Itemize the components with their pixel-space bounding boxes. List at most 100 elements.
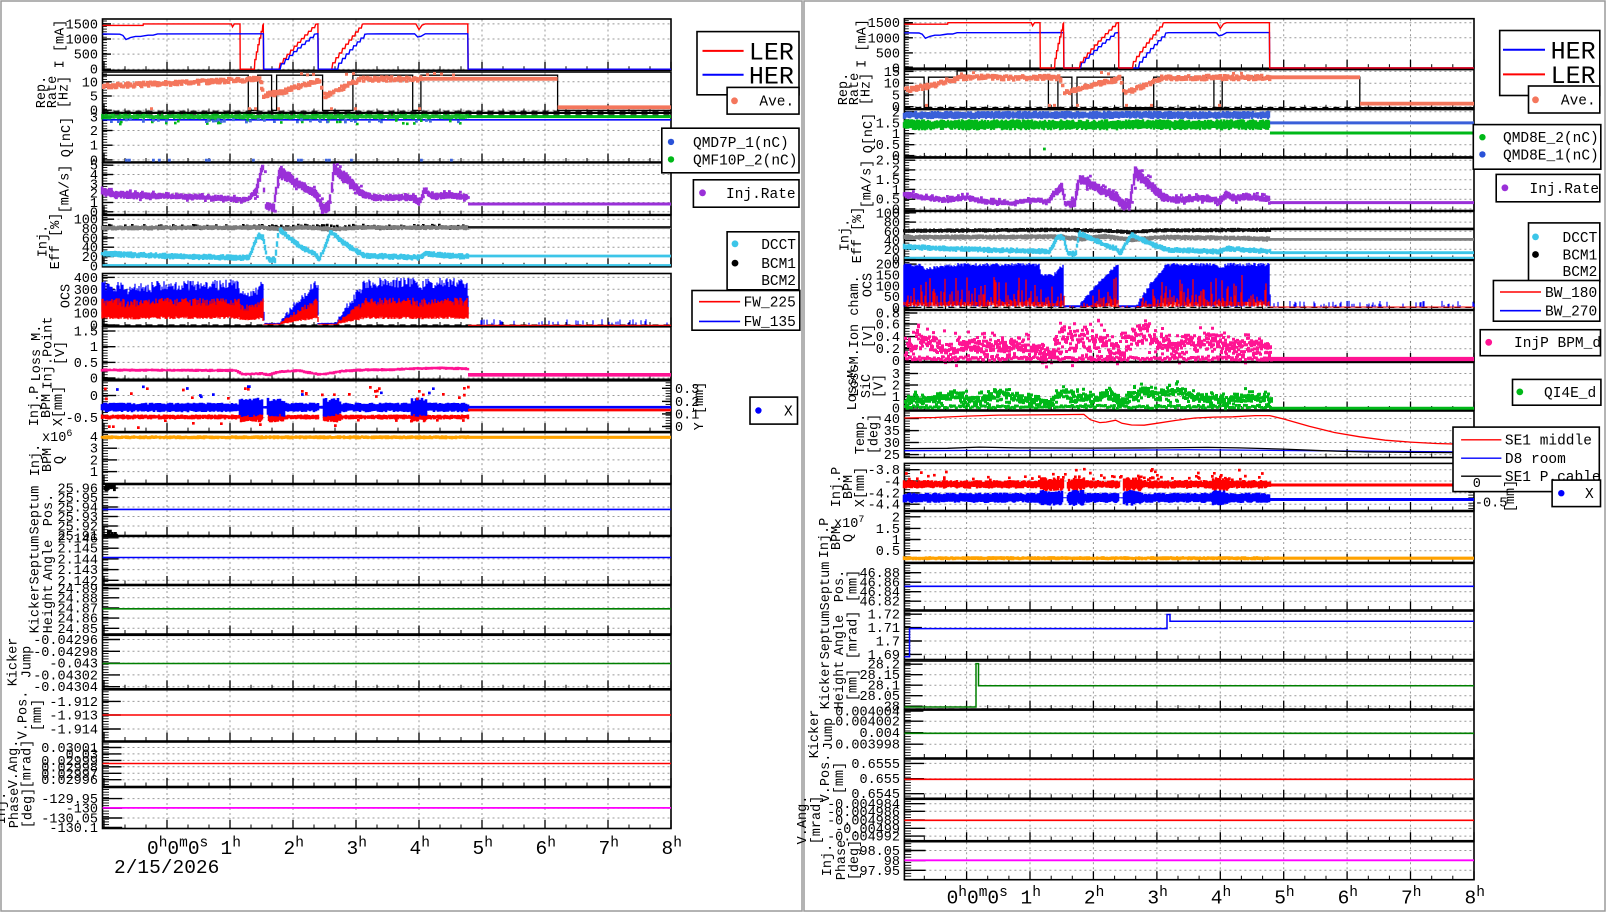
svg-text:30: 30 <box>884 437 900 452</box>
svg-text:98: 98 <box>884 855 900 870</box>
svg-text:35: 35 <box>884 425 900 440</box>
svg-text:1.5: 1.5 <box>74 326 98 341</box>
svg-text:-130: -130 <box>66 803 98 818</box>
svg-text:-0.04304: -0.04304 <box>33 681 98 696</box>
svg-text:Inj.P: Inj.P <box>830 467 845 508</box>
svg-text:-0.004984: -0.004984 <box>827 798 900 813</box>
svg-text:40: 40 <box>884 235 900 250</box>
svg-text:0: 0 <box>892 253 900 268</box>
svg-text:3: 3 <box>90 178 98 193</box>
svg-text:Pos.: Pos. <box>833 570 848 602</box>
svg-text:1.5: 1.5 <box>876 117 900 132</box>
svg-text:Inj.: Inj. <box>839 219 854 251</box>
svg-text:0: 0 <box>892 150 900 165</box>
svg-text:Rep.: Rep. <box>837 73 852 105</box>
svg-text:BPM: BPM <box>842 475 857 499</box>
svg-text:28.05: 28.05 <box>859 690 900 705</box>
svg-text:1: 1 <box>892 534 900 549</box>
svg-text:BCM2: BCM2 <box>1563 265 1598 281</box>
svg-text:OCS: OCS <box>60 284 75 308</box>
svg-text:0.004002: 0.004002 <box>835 716 900 731</box>
svg-text:2: 2 <box>892 106 900 121</box>
svg-text:3: 3 <box>90 443 98 458</box>
svg-text:0.004004: 0.004004 <box>835 706 900 721</box>
svg-text:0: 0 <box>90 206 98 221</box>
svg-text:2: 2 <box>90 125 98 140</box>
svg-text:D8 room: D8 room <box>1505 452 1566 468</box>
svg-text:V.Pos.: V.Pos. <box>819 754 834 803</box>
svg-text:QMD8E_1(nC): QMD8E_1(nC) <box>1503 148 1599 164</box>
svg-text:24.88: 24.88 <box>57 592 98 607</box>
svg-text:2.145: 2.145 <box>57 543 98 558</box>
svg-text:1: 1 <box>90 140 98 155</box>
svg-text:Phase: Phase <box>835 840 850 881</box>
svg-text:25: 25 <box>884 449 900 464</box>
svg-text:BPM: BPM <box>41 448 56 472</box>
svg-text:98.05: 98.05 <box>859 845 900 860</box>
svg-text:-0.04298: -0.04298 <box>33 646 98 661</box>
svg-text:Septum: Septum <box>29 486 44 535</box>
svg-text:60: 60 <box>884 226 900 241</box>
svg-text:1000: 1000 <box>66 34 98 49</box>
svg-text:[mm]: [mm] <box>1504 480 1519 512</box>
svg-text:0: 0 <box>90 105 98 120</box>
svg-text:2: 2 <box>90 188 98 203</box>
svg-text:0: 0 <box>90 390 98 405</box>
svg-text:2: 2 <box>90 454 98 469</box>
svg-text:80: 80 <box>884 217 900 232</box>
svg-text:2.5: 2.5 <box>876 155 900 170</box>
svg-text:0.2: 0.2 <box>675 396 699 411</box>
svg-text:Inj.Rate: Inj.Rate <box>726 187 796 203</box>
svg-text:Angle: Angle <box>833 615 848 656</box>
svg-text:Inj.P: Inj.P <box>818 518 833 559</box>
svg-text:Rate: Rate <box>848 73 863 105</box>
svg-text:Height: Height <box>833 661 848 710</box>
svg-text:Septum: Septum <box>819 611 834 660</box>
svg-text:0: 0 <box>90 64 98 79</box>
svg-text:80: 80 <box>82 223 98 238</box>
svg-text:Inj.: Inj. <box>29 444 44 476</box>
svg-text:Q: Q <box>53 456 68 464</box>
svg-text:[mrad]: [mrad] <box>810 796 825 845</box>
svg-text:[mm]: [mm] <box>833 762 848 794</box>
svg-text:V.Ang.: V.Ang. <box>7 740 22 789</box>
svg-text:46.86: 46.86 <box>859 577 900 592</box>
svg-text:0: 0 <box>892 101 900 116</box>
svg-text:1: 1 <box>90 466 98 481</box>
svg-text:[mrad]: [mrad] <box>21 740 36 789</box>
svg-text:25.91: 25.91 <box>57 530 98 545</box>
svg-text:1.5: 1.5 <box>876 523 900 538</box>
svg-text:Q[nC]: Q[nC] <box>862 113 877 154</box>
svg-text:Rep.: Rep. <box>35 76 50 108</box>
svg-text:25.95: 25.95 <box>57 492 98 507</box>
svg-text:X[mm]: X[mm] <box>854 467 869 508</box>
svg-text:BW_270: BW_270 <box>1545 305 1597 321</box>
svg-text:150: 150 <box>876 269 900 284</box>
svg-text:0.004: 0.004 <box>859 727 900 742</box>
svg-text:-0.5: -0.5 <box>1475 497 1507 512</box>
svg-text:Jump: Jump <box>21 646 36 678</box>
svg-text:Y [mm]: Y [mm] <box>693 382 708 431</box>
svg-text:200: 200 <box>74 296 98 311</box>
svg-text:Kicker: Kicker <box>819 661 834 710</box>
svg-text:-4.4: -4.4 <box>868 499 900 514</box>
svg-text:-0.04302: -0.04302 <box>33 669 98 684</box>
svg-text:BPM: BPM <box>40 394 55 418</box>
svg-text:100: 100 <box>876 280 900 295</box>
svg-text:100: 100 <box>74 308 98 323</box>
svg-text:0.6545: 0.6545 <box>851 788 900 803</box>
svg-text:[V]: [V] <box>862 324 877 348</box>
svg-text:2: 2 <box>892 380 900 395</box>
svg-text:Septum: Septum <box>819 562 834 611</box>
svg-text:-0.00499: -0.00499 <box>835 823 900 838</box>
svg-text:Angle: Angle <box>42 540 57 581</box>
svg-text:Inj.: Inj. <box>37 225 52 257</box>
svg-text:24.85: 24.85 <box>57 623 98 638</box>
svg-text:1.72: 1.72 <box>868 609 900 624</box>
svg-text:0.5: 0.5 <box>876 139 900 154</box>
svg-text:[Hz]: [Hz] <box>58 76 73 108</box>
svg-text:2: 2 <box>892 511 900 526</box>
svg-text:0.655: 0.655 <box>859 773 900 788</box>
svg-text:QI4E_d: QI4E_d <box>1544 386 1596 402</box>
svg-text:Eff [%]: Eff [%] <box>49 213 64 270</box>
